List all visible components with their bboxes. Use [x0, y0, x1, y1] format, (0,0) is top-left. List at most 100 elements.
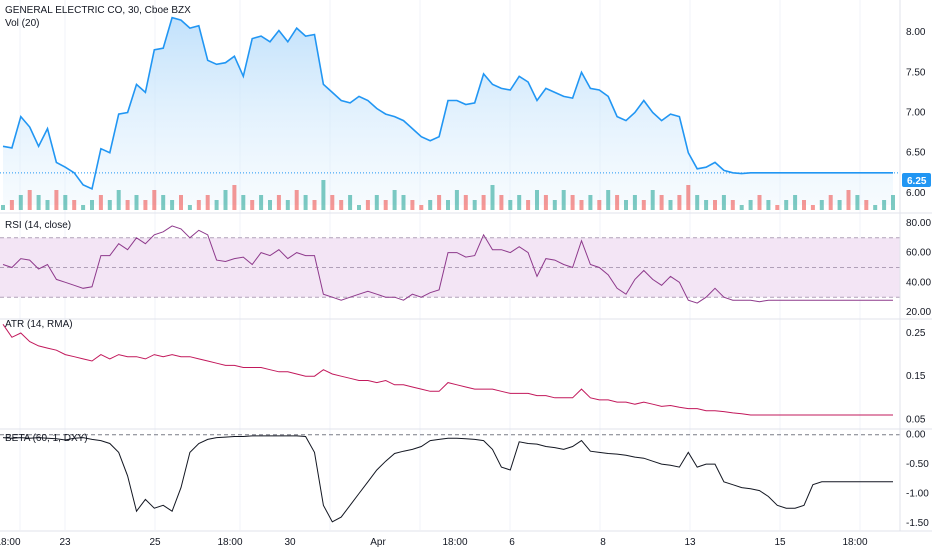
volume-bar — [250, 200, 255, 210]
volume-bar — [802, 200, 806, 210]
x-tick-label: 15 — [774, 537, 786, 548]
volume-bar — [303, 195, 308, 210]
pane-separators — [0, 0, 932, 532]
volume-bar — [757, 195, 762, 210]
y-tick-label: 7.50 — [906, 67, 926, 78]
price-pane[interactable] — [0, 16, 900, 205]
x-tick-label: 25 — [149, 537, 161, 548]
volume-bar — [873, 205, 878, 210]
y-tick-label: 0.05 — [906, 414, 926, 425]
volume-bar — [864, 200, 869, 210]
volume-bar — [116, 190, 121, 210]
x-tick-label: 6 — [509, 537, 515, 548]
volume-bar — [730, 200, 735, 210]
volume-bar — [695, 195, 700, 210]
volume-bar — [552, 200, 557, 210]
volume-bar — [437, 195, 442, 210]
symbol-title: GENERAL ELECTRIC CO, 30, Cboe BZX — [5, 5, 191, 16]
volume-bar — [196, 200, 201, 210]
volume-bar — [659, 195, 664, 210]
atr-line — [2, 324, 893, 416]
volume-bar — [63, 195, 68, 210]
y-tick-label: 60.00 — [906, 248, 931, 259]
volume-bar — [179, 195, 183, 210]
volume-bar — [543, 195, 548, 210]
volume-bar — [410, 200, 415, 210]
volume-bar — [205, 195, 210, 210]
volume-bar — [98, 195, 103, 210]
volume-bar — [775, 205, 780, 210]
y-tick-label: 20.00 — [906, 307, 931, 318]
volume-bar — [27, 190, 32, 210]
y-tick-label: 8.00 — [906, 27, 926, 38]
volume-bar — [45, 200, 50, 210]
volume-bar — [588, 195, 593, 210]
x-tick-label: 18:00 — [217, 537, 242, 548]
atr-pane[interactable] — [2, 324, 893, 416]
volume-bar — [748, 200, 753, 210]
y-tick-label: 80.00 — [906, 218, 931, 229]
volume-bar — [463, 195, 468, 210]
volume-bar — [446, 200, 450, 210]
x-tick-label: 8 — [600, 537, 606, 548]
x-tick-label: 30 — [284, 537, 296, 548]
y-tick-label: 0.25 — [906, 328, 926, 339]
atr-label: ATR (14, RMA) — [5, 319, 73, 330]
y-tick-label: 40.00 — [906, 277, 931, 288]
volume-bar — [36, 195, 41, 210]
volume-bar — [490, 185, 495, 210]
x-tick-label: 18:00 — [842, 537, 867, 548]
volume-bar — [846, 190, 851, 210]
volume-bar — [285, 200, 290, 210]
last-price-badge-text: 6.25 — [907, 176, 927, 187]
volume-bar — [561, 190, 566, 210]
beta-pane[interactable] — [0, 434, 900, 523]
volume-bar — [259, 195, 264, 210]
y-tick-label: 7.00 — [906, 108, 926, 119]
x-tick-label: 13 — [684, 537, 696, 548]
volume-bar — [18, 195, 23, 210]
y-tick-label: 6.00 — [906, 188, 926, 199]
volume-bar — [187, 205, 192, 210]
volume-bar — [419, 205, 424, 210]
volume-bar — [241, 195, 246, 210]
volume-bar — [276, 195, 281, 210]
volume-bar — [721, 195, 726, 210]
volume-bar — [713, 200, 717, 210]
volume-bar — [819, 200, 824, 210]
volume-label: Vol (20) — [5, 18, 39, 29]
time-axis[interactable]: 18:00 23 25 18:00 30 Apr 18:00 6 8 13 15 18:00 — [0, 537, 868, 548]
volume-bar — [90, 200, 94, 210]
volume-bar — [401, 195, 406, 210]
volume-bar — [508, 200, 513, 210]
volume-bar — [268, 200, 272, 210]
y-tick-label: -1.50 — [906, 518, 929, 529]
volume-bar — [704, 200, 709, 210]
volume-bar — [481, 195, 486, 210]
rsi-line — [2, 225, 893, 304]
volume-bar — [632, 195, 637, 210]
volume-bar — [472, 200, 477, 210]
volume-bar — [624, 200, 628, 210]
x-tick-label: 18:00 — [442, 537, 467, 548]
y-tick-label: -1.00 — [906, 489, 929, 500]
price-axis[interactable]: 8.00 7.50 7.00 6.50 6.00 80.00 60.00 40.00 20.00… — [906, 27, 931, 529]
volume-bar — [535, 190, 539, 210]
volume-bar — [855, 195, 860, 210]
x-tick-label: 18:00 — [0, 537, 21, 548]
y-tick-label: 6.50 — [906, 148, 926, 159]
price-area-fill — [3, 17, 893, 205]
beta-label: BETA (60, 1, DXY) — [5, 433, 88, 444]
rsi-pane[interactable] — [0, 225, 900, 304]
volume-bar — [891, 195, 895, 210]
volume-bar — [125, 200, 130, 210]
volume-bar — [793, 195, 798, 210]
volume-bar — [107, 200, 112, 210]
volume-bar — [650, 190, 655, 210]
volume-bar — [374, 195, 379, 210]
volume-bar — [526, 200, 531, 210]
volume-bar — [339, 200, 344, 210]
volume-bar — [454, 190, 459, 210]
volume-bar — [517, 195, 522, 210]
